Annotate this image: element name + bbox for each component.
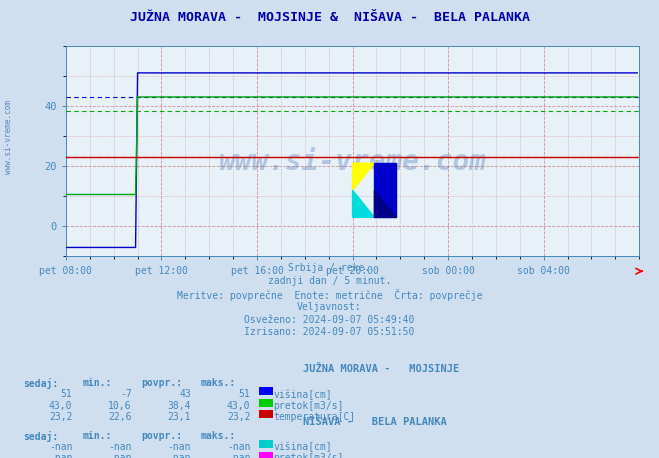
Text: min.:: min.: bbox=[82, 431, 112, 441]
Text: -nan: -nan bbox=[227, 453, 250, 458]
Text: 38,4: 38,4 bbox=[167, 401, 191, 411]
Text: 51: 51 bbox=[239, 389, 250, 399]
Text: -nan: -nan bbox=[167, 442, 191, 452]
Text: Osveženo: 2024-09-07 05:49:40: Osveženo: 2024-09-07 05:49:40 bbox=[244, 315, 415, 325]
Text: 43,0: 43,0 bbox=[49, 401, 72, 411]
Text: min.:: min.: bbox=[82, 378, 112, 388]
Text: povpr.:: povpr.: bbox=[142, 378, 183, 388]
Text: JUŽNA MORAVA -   MOJSINJE: JUŽNA MORAVA - MOJSINJE bbox=[303, 364, 459, 374]
Text: pretok[m3/s]: pretok[m3/s] bbox=[273, 401, 344, 411]
Polygon shape bbox=[374, 163, 396, 218]
Text: -nan: -nan bbox=[49, 442, 72, 452]
Text: 51: 51 bbox=[61, 389, 72, 399]
Text: Veljavnost:: Veljavnost: bbox=[297, 302, 362, 312]
Text: 43: 43 bbox=[179, 389, 191, 399]
Polygon shape bbox=[374, 190, 396, 218]
Text: 22,6: 22,6 bbox=[108, 412, 132, 422]
Text: Izrisano: 2024-09-07 05:51:50: Izrisano: 2024-09-07 05:51:50 bbox=[244, 327, 415, 338]
Text: 23,1: 23,1 bbox=[167, 412, 191, 422]
Polygon shape bbox=[353, 190, 374, 218]
Text: 23,2: 23,2 bbox=[227, 412, 250, 422]
Text: Srbija / reke.: Srbija / reke. bbox=[289, 263, 370, 273]
Polygon shape bbox=[353, 163, 374, 190]
Text: sedaj:: sedaj: bbox=[23, 431, 58, 442]
Text: JUŽNA MORAVA -  MOJSINJE &  NIŠAVA -  BELA PALANKA: JUŽNA MORAVA - MOJSINJE & NIŠAVA - BELA … bbox=[130, 11, 529, 24]
Text: maks.:: maks.: bbox=[201, 431, 236, 441]
Text: NIŠAVA -   BELA PALANKA: NIŠAVA - BELA PALANKA bbox=[303, 417, 447, 427]
Text: -7: -7 bbox=[120, 389, 132, 399]
Text: -nan: -nan bbox=[108, 442, 132, 452]
Text: maks.:: maks.: bbox=[201, 378, 236, 388]
Text: Meritve: povprečne  Enote: metrične  Črta: povprečje: Meritve: povprečne Enote: metrične Črta:… bbox=[177, 289, 482, 301]
Text: temperatura[C]: temperatura[C] bbox=[273, 412, 356, 422]
Text: 23,2: 23,2 bbox=[49, 412, 72, 422]
Text: višina[cm]: višina[cm] bbox=[273, 389, 332, 400]
Text: -nan: -nan bbox=[49, 453, 72, 458]
Text: pretok[m3/s]: pretok[m3/s] bbox=[273, 453, 344, 458]
Text: 43,0: 43,0 bbox=[227, 401, 250, 411]
Text: -nan: -nan bbox=[108, 453, 132, 458]
Text: sedaj:: sedaj: bbox=[23, 378, 58, 389]
Text: -nan: -nan bbox=[227, 442, 250, 452]
Text: www.si-vreme.com: www.si-vreme.com bbox=[219, 147, 486, 176]
Text: -nan: -nan bbox=[167, 453, 191, 458]
Text: 10,6: 10,6 bbox=[108, 401, 132, 411]
Text: povpr.:: povpr.: bbox=[142, 431, 183, 441]
Text: višina[cm]: višina[cm] bbox=[273, 442, 332, 453]
Text: zadnji dan / 5 minut.: zadnji dan / 5 minut. bbox=[268, 276, 391, 286]
Text: www.si-vreme.com: www.si-vreme.com bbox=[4, 100, 13, 174]
